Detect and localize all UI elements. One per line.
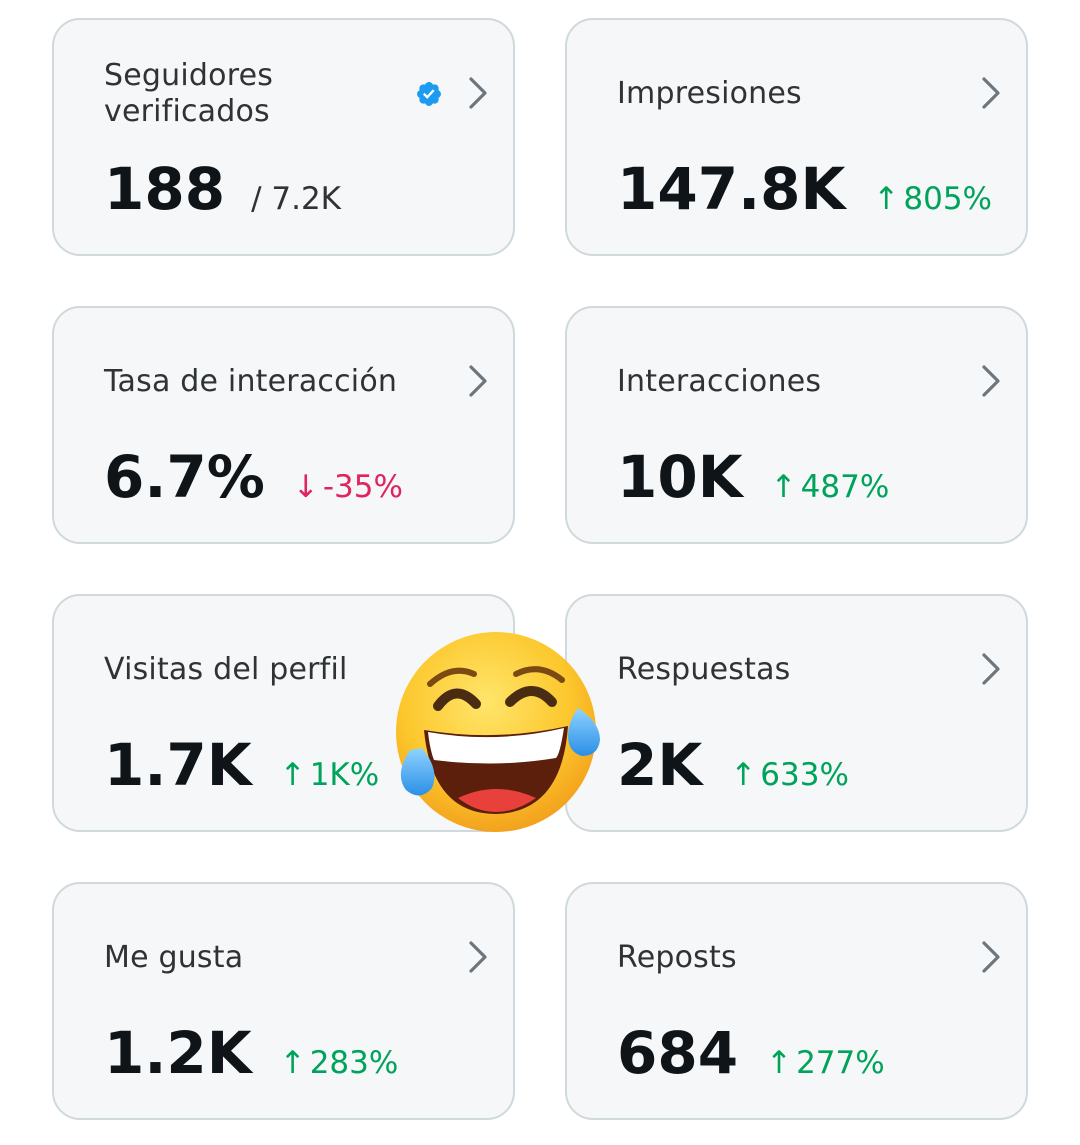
arrow-down-icon: ↓ bbox=[292, 469, 319, 505]
card-title: Tasa de interacción bbox=[104, 364, 398, 399]
chevron-right-icon[interactable] bbox=[978, 74, 1004, 112]
card-reposts[interactable]: Reposts 684 ↑ 277% bbox=[565, 882, 1028, 1120]
metric-value: 1.2K bbox=[104, 1019, 252, 1087]
metric-value: 6.7% bbox=[104, 443, 265, 511]
arrow-up-icon: ↑ bbox=[770, 469, 797, 505]
metric-change: ↑ 805% bbox=[873, 181, 993, 217]
card-title: Visitas del perfil bbox=[104, 652, 348, 687]
chevron-right-icon[interactable] bbox=[465, 74, 491, 112]
card-replies[interactable]: Respuestas 2K ↑ 633% bbox=[565, 594, 1028, 832]
metric-change: ↑ 277% bbox=[766, 1045, 885, 1081]
arrow-up-icon: ↑ bbox=[730, 757, 757, 793]
metric-total: / 7.2K bbox=[251, 181, 342, 217]
card-likes[interactable]: Me gusta 1.2K ↑ 283% bbox=[52, 882, 515, 1120]
card-impressions[interactable]: Impresiones 147.8K ↑ 805% bbox=[565, 18, 1028, 256]
chevron-right-icon[interactable] bbox=[465, 362, 491, 400]
card-title: Me gusta bbox=[104, 940, 244, 975]
metric-change: ↑ 633% bbox=[730, 757, 849, 793]
card-title: Interacciones bbox=[617, 364, 822, 399]
arrow-up-icon: ↑ bbox=[766, 1045, 793, 1081]
arrow-up-icon: ↑ bbox=[873, 181, 900, 217]
arrow-up-icon: ↑ bbox=[279, 1045, 306, 1081]
card-title: Reposts bbox=[617, 940, 737, 975]
metric-value: 1.7K bbox=[104, 731, 252, 799]
face-with-tears-of-joy-emoji-icon bbox=[396, 632, 600, 832]
card-title: Seguidores verificados bbox=[104, 58, 274, 129]
metric-change: ↑ 283% bbox=[279, 1045, 399, 1081]
metric-value: 10K bbox=[617, 443, 743, 511]
chevron-right-icon[interactable] bbox=[978, 362, 1004, 400]
card-engagements[interactable]: Interacciones 10K ↑ 487% bbox=[565, 306, 1028, 544]
chevron-right-icon[interactable] bbox=[978, 650, 1004, 688]
card-engagement-rate[interactable]: Tasa de interacción 6.7% ↓ -35% bbox=[52, 306, 515, 544]
metric-change: ↓ -35% bbox=[292, 469, 403, 505]
metric-change: ↑ 487% bbox=[770, 469, 890, 505]
metric-change: ↑ 1K% bbox=[279, 757, 380, 793]
verified-badge-icon bbox=[417, 82, 441, 106]
card-verified-followers[interactable]: Seguidores verificados 188 / 7.2K bbox=[52, 18, 515, 256]
arrow-up-icon: ↑ bbox=[279, 757, 306, 793]
metric-value: 147.8K bbox=[617, 155, 846, 223]
chevron-right-icon[interactable] bbox=[465, 938, 491, 976]
card-title: Impresiones bbox=[617, 76, 802, 111]
metric-value: 684 bbox=[617, 1019, 739, 1087]
metric-value: 2K bbox=[617, 731, 703, 799]
metric-value: 188 bbox=[104, 155, 226, 223]
chevron-right-icon[interactable] bbox=[978, 938, 1004, 976]
card-title: Respuestas bbox=[617, 652, 791, 687]
